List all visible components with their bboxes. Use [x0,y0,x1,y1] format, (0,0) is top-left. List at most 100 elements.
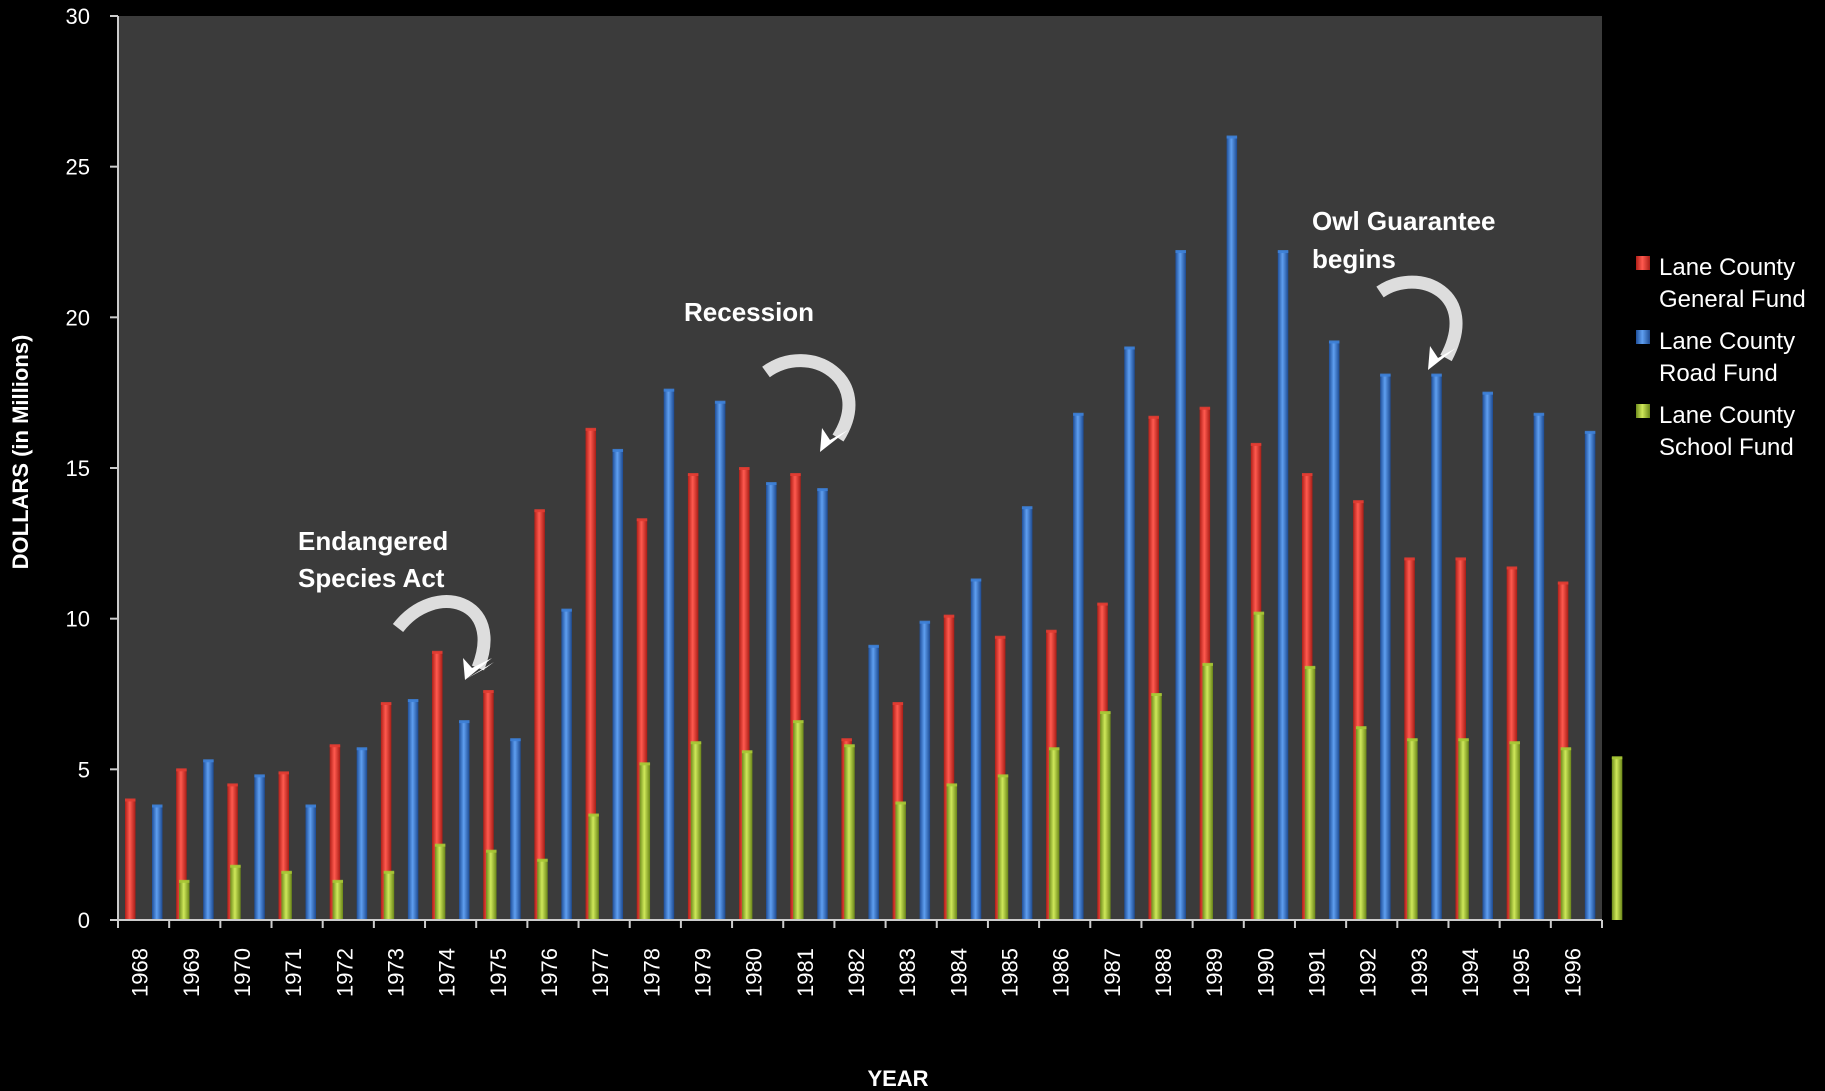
bar-cap-lane-county-general-fund-1981 [790,473,801,477]
bar-lane-county-general-fund-1984 [943,615,955,920]
bar-cap-lane-county-school-fund-1991 [1355,726,1367,730]
bar-cap-lane-county-school-fund-1984 [997,774,1009,778]
bar-cap-lane-county-school-fund-1979 [741,750,753,754]
bar-cap-lane-county-general-fund-1975 [483,689,494,693]
bar-cap-lane-county-general-fund-1982 [841,738,852,742]
bar-cap-lane-county-general-fund-1984 [943,614,955,618]
bar-cap-lane-county-general-fund-1980 [739,467,750,470]
bar-cap-lane-county-school-fund-1972 [383,870,395,874]
bar-lane-county-general-fund-1992 [1353,501,1364,920]
plot-area [118,16,1602,920]
bar-lane-county-road-fund-1978 [663,389,675,920]
y-tick-label: 0 [78,908,90,933]
x-tick-label: 1993 [1407,948,1432,997]
bar-lane-county-school-fund-1980 [793,721,804,920]
y-tick-label: 20 [66,305,90,330]
bar-cap-lane-county-road-fund-1976 [561,608,572,612]
bar-lane-county-school-fund-1982 [895,802,906,920]
x-tick-label: 1979 [690,948,715,997]
x-tick-label: 1981 [793,948,818,997]
bar-lane-county-school-fund-1969 [230,865,241,920]
bar-lane-county-road-fund-1989 [1226,136,1238,920]
bar-lane-county-general-fund-1976 [534,510,545,920]
axes-layer: 0 5 10 15 20 25 30 1968 1969 1970 1971 1972 1973 1974… [66,4,1603,997]
bar-cap-lane-county-road-fund-1989 [1226,135,1238,139]
bar-lane-county-general-fund-1977 [585,428,597,920]
bar-cap-lane-county-road-fund-1996 [1584,430,1596,434]
bar-lane-county-general-fund-1970 [227,784,238,920]
bar-lane-county-road-fund-1984 [970,579,982,920]
arrow-head-icon [463,658,492,680]
bar-cap-lane-county-road-fund-1981 [817,488,828,492]
bar-lane-county-school-fund-1989 [1253,612,1265,920]
bar-cap-lane-county-school-fund-1990 [1304,665,1316,669]
bar-lane-county-general-fund-1972 [329,745,341,920]
x-tick-label: 1968 [128,948,153,997]
x-tick-label: 1995 [1509,948,1534,997]
legend-swatch-school-fund [1636,404,1650,418]
legend-label-general-fund: Lane County General Fund [1659,254,1806,313]
bar-cap-lane-county-road-fund-1994 [1482,391,1493,395]
bar-cap-lane-county-school-fund-1987 [1151,693,1162,696]
bar-lane-county-school-fund-1970 [281,871,292,920]
bar-cap-lane-county-school-fund-1985 [1048,747,1060,751]
bar-cap-lane-county-school-fund-1981 [844,744,855,748]
bar-cap-lane-county-general-fund-1991 [1301,473,1313,477]
bar-lane-county-school-fund-1977 [639,763,651,920]
bar-cap-lane-county-general-fund-1990 [1250,442,1262,446]
x-tick-label: 1984 [946,948,971,997]
bar-lane-county-school-fund-1990 [1304,666,1316,920]
bar-lane-county-school-fund-1988 [1202,663,1213,920]
bar-lane-county-road-fund-1991 [1328,341,1340,920]
bar-lane-county-road-fund-1975 [510,739,521,920]
bar-cap-lane-county-school-fund-1989 [1253,611,1265,615]
bar-cap-lane-county-school-fund-1983 [946,783,958,787]
bar-cap-lane-county-road-fund-1982 [868,644,879,648]
bar-lane-county-school-fund-1985 [1048,748,1060,920]
bar-lane-county-road-fund-1992 [1380,374,1391,921]
legend-label-school-fund: Lane County School Fund [1659,402,1802,461]
legend: Lane County General Fund Lane County Roa… [1636,254,1806,461]
bar-cap-lane-county-general-fund-1983 [892,702,904,706]
bar-cap-lane-county-general-fund-1987 [1097,602,1108,606]
bar-lane-county-road-fund-1968 [152,805,163,920]
annotations-layer: Endangered Species Act Recession Owl Gua… [298,206,1496,680]
x-tick-label: 1983 [895,948,920,997]
bar-cap-lane-county-general-fund-1974 [432,650,443,654]
bar-lane-county-school-fund-1995 [1560,748,1572,920]
bar-cap-lane-county-general-fund-1988 [1148,415,1159,419]
bar-cap-lane-county-road-fund-1979 [714,400,726,404]
curved-arrow-icon [762,354,856,442]
bar-lane-county-school-fund-1978 [690,742,702,920]
bar-cap-lane-county-school-fund-1980 [793,720,804,724]
bar-cap-lane-county-road-fund-1991 [1328,340,1340,344]
bar-lane-county-road-fund-1976 [561,609,572,920]
bar-lane-county-road-fund-1987 [1124,347,1135,921]
legend-item-school-fund: Lane County School Fund [1636,402,1802,461]
bar-cap-lane-county-road-fund-1968 [152,804,163,808]
x-tick-label: 1972 [332,948,357,997]
bar-cap-lane-county-general-fund-1971 [278,771,290,775]
bar-cap-lane-county-road-fund-1984 [970,578,982,582]
arrow-head-icon [1428,346,1456,370]
bar-lane-county-general-fund-1968 [125,799,136,920]
bar-lane-county-general-fund-1980 [739,468,750,920]
bar-lane-county-road-fund-1972 [356,748,368,920]
annotation-recession: Recession [684,297,814,327]
bar-cap-lane-county-school-fund-1976 [588,813,599,817]
bar-cap-lane-county-general-fund-1973 [380,702,392,706]
bar-cap-lane-county-school-fund-1996 [1611,756,1623,760]
bar-cap-lane-county-road-fund-1969 [203,759,214,763]
bar-cap-lane-county-school-fund-1968 [179,879,190,883]
bar-cap-lane-county-general-fund-1986 [1046,629,1057,633]
bar-lane-county-school-fund-1996 [1611,757,1623,920]
bar-cap-lane-county-general-fund-1994 [1455,557,1466,561]
bar-cap-lane-county-road-fund-1975 [510,738,521,742]
x-tick-label: 1990 [1253,948,1278,997]
bar-lane-county-general-fund-1981 [790,474,801,920]
bar-cap-lane-county-general-fund-1993 [1404,557,1415,561]
bar-lane-county-general-fund-1971 [278,772,290,920]
legend-item-road-fund: Lane County Road Fund [1636,328,1795,387]
bar-cap-lane-county-road-fund-1970 [254,774,265,778]
curved-arrow-icon [1376,275,1463,362]
